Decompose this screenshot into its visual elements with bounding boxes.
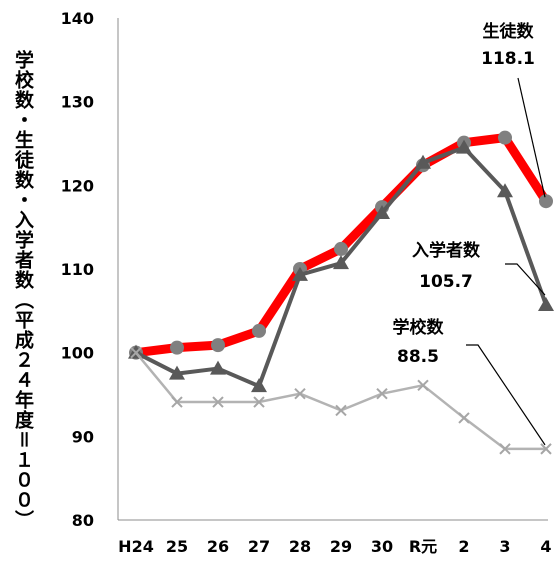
series-value-label: 88.5 bbox=[397, 347, 439, 367]
series-1 bbox=[129, 130, 553, 360]
data-point bbox=[251, 378, 267, 393]
x-stroke bbox=[253, 396, 265, 408]
series-value-label: 118.1 bbox=[481, 49, 535, 69]
x-stroke bbox=[540, 443, 552, 455]
y-tick-label: 140 bbox=[61, 9, 94, 28]
x-tick-label: 25 bbox=[166, 537, 188, 556]
data-point bbox=[294, 387, 306, 400]
x-stroke bbox=[171, 396, 183, 408]
data-point bbox=[415, 154, 431, 169]
x-stroke bbox=[212, 396, 224, 408]
series-line bbox=[135, 351, 546, 451]
x-tick-label: 26 bbox=[207, 537, 229, 556]
leader-line bbox=[466, 344, 546, 446]
data-point bbox=[212, 396, 224, 408]
data-point bbox=[376, 387, 388, 400]
data-point bbox=[169, 365, 185, 380]
leader-line bbox=[505, 263, 546, 296]
y-tick-label: 80 bbox=[72, 511, 94, 530]
y-tick-label: 100 bbox=[61, 344, 94, 363]
y-tick-label: 130 bbox=[61, 93, 94, 112]
data-point bbox=[497, 183, 513, 198]
axes bbox=[117, 18, 548, 521]
data-point bbox=[498, 130, 512, 145]
x-tick-label: 27 bbox=[248, 537, 270, 556]
x-tick-label: R元 bbox=[409, 537, 437, 556]
data-point bbox=[334, 241, 348, 256]
series-3 bbox=[130, 346, 552, 455]
data-point bbox=[252, 323, 266, 338]
y-tick-label: 110 bbox=[61, 260, 94, 279]
data-point bbox=[458, 412, 470, 424]
series-labels: 生徒数 118.1 入学者数 105.7 学校数 88.5 bbox=[393, 21, 546, 446]
data-point bbox=[130, 346, 142, 359]
series-value-label: 105.7 bbox=[419, 272, 473, 292]
y-tick-label: 120 bbox=[61, 176, 94, 195]
data-point bbox=[540, 443, 552, 455]
x-stroke bbox=[130, 346, 142, 359]
x-tick-label: 29 bbox=[330, 537, 352, 556]
series-layer bbox=[128, 130, 554, 455]
x-tick-label: 3 bbox=[499, 537, 510, 556]
x-tick-label: 4 bbox=[540, 537, 551, 556]
series-name-label: 生徒数 bbox=[483, 21, 535, 42]
series-name-label: 入学者数 bbox=[412, 240, 481, 261]
data-point bbox=[333, 255, 349, 270]
y-tick-label: 90 bbox=[72, 427, 94, 446]
data-point bbox=[538, 296, 554, 311]
x-tick-label: 28 bbox=[289, 537, 311, 556]
data-point bbox=[539, 194, 553, 209]
series-2 bbox=[128, 139, 554, 393]
data-point bbox=[456, 139, 472, 154]
data-point bbox=[292, 266, 308, 281]
data-point bbox=[335, 404, 347, 417]
data-point bbox=[499, 443, 511, 455]
x-tick-label: H24 bbox=[118, 537, 154, 556]
x-stroke bbox=[499, 443, 511, 455]
x-stroke bbox=[335, 404, 347, 417]
data-point bbox=[417, 379, 429, 392]
x-tick-label: 30 bbox=[371, 537, 393, 556]
x-tick-label: 2 bbox=[458, 537, 469, 556]
y-axis-label: 学校数・生徒数・入学者数（平成２４年度＝１００） bbox=[12, 50, 34, 530]
data-point bbox=[211, 338, 225, 353]
x-stroke bbox=[376, 387, 388, 400]
data-point bbox=[253, 396, 265, 408]
data-point bbox=[171, 396, 183, 408]
x-stroke bbox=[417, 379, 429, 392]
series-name-label: 学校数 bbox=[393, 317, 445, 338]
leader-line bbox=[517, 77, 546, 198]
data-point bbox=[210, 360, 226, 375]
x-stroke bbox=[458, 412, 470, 424]
data-point bbox=[170, 340, 184, 355]
tick-labels: 80 90 100 110 120 130 140 H24 25 26 27 28 29 30 R元 2 3 4 bbox=[61, 9, 552, 556]
x-stroke bbox=[294, 387, 306, 400]
data-point bbox=[374, 204, 390, 219]
